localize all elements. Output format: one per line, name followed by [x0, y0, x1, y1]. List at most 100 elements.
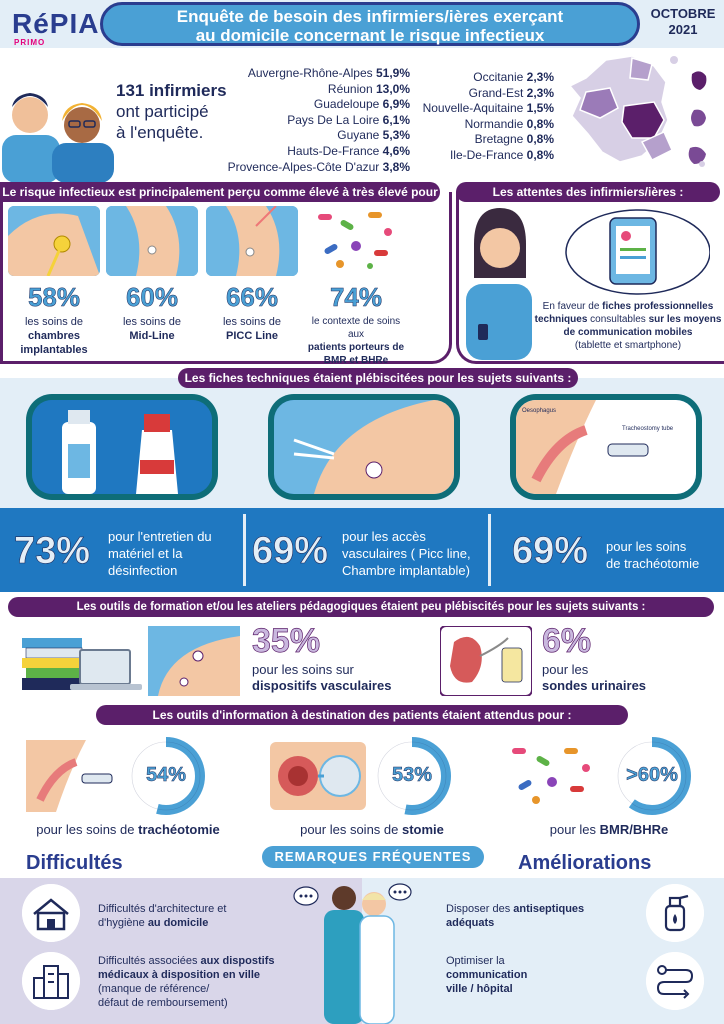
difficulte-architecture: Difficultés d'architecture et d'hygiène …	[98, 902, 278, 930]
attentes-text-d: sur les moyens de communication mobiles	[563, 314, 722, 338]
fiche-pct-desinfection: 73%	[14, 530, 91, 573]
date-label: OCTOBRE 2021	[646, 6, 720, 38]
fiche-label-tracheotomie: pour les soins de trachéotomie	[606, 538, 722, 572]
remark-bold: adéquats	[446, 917, 495, 929]
region-row: Grand-Est 2,3%	[410, 86, 554, 102]
risk-label-bold: chambres	[28, 330, 80, 342]
ameliorations-title: Améliorations	[518, 852, 652, 874]
region-name: Guadeloupe	[313, 97, 380, 112]
urinary-catheter-image	[440, 626, 532, 696]
participants-text: 131 infirmiers ont participé à l'enquête…	[116, 80, 236, 143]
nurse-with-phone-illustration	[466, 208, 532, 360]
risk-section-header: Le risque infectieux est principalement …	[0, 182, 440, 219]
region-value: 4,6%	[382, 143, 410, 158]
remark-bold: ville / hôpital	[446, 983, 513, 995]
attentes-text-b: fiches professionnelles techniques	[534, 301, 714, 325]
info-pct-bmr: >60%	[626, 764, 678, 787]
remark-line: Disposer des	[446, 903, 514, 915]
region-value: 5,3%	[382, 128, 410, 143]
risk-label-bold: BMR et BHRe	[323, 355, 389, 366]
risk-label-bold: patients porteurs de	[307, 342, 405, 353]
books-laptop-illustration	[22, 638, 142, 690]
risk-pct-midline: 60%	[125, 282, 179, 313]
region-value: 0,8%	[526, 147, 554, 162]
amelioration-communication: Optimiser la communication ville / hôpit…	[446, 954, 626, 996]
vascular-device-image	[148, 626, 240, 696]
title-line-1: Enquête de besoin des infirmiers/ières e…	[176, 7, 564, 26]
region-name: Ile-De-France	[449, 147, 524, 162]
fiche-divider	[488, 514, 491, 586]
formation-label-bold: dispositifs vasculaires	[252, 678, 392, 693]
bmr-info-image	[504, 740, 600, 812]
region-name: Normandie	[464, 116, 524, 131]
attentes-section-header: Les attentes des infirmiers/ières :	[456, 182, 720, 202]
donut-stomie	[373, 737, 451, 815]
info-label-prefix: pour les soins de	[300, 822, 402, 837]
date-year: 2021	[668, 22, 698, 37]
region-value: 51,9%	[375, 66, 410, 80]
remarques-header: REMARQUES FRÉQUENTES	[262, 846, 484, 868]
region-row: Ile-De-France 0,8%	[410, 148, 554, 164]
regions-list-right: Occitanie 2,3% Grand-Est 2,3% Nouvelle-A…	[410, 70, 554, 164]
region-row: Guadeloupe 6,9%	[210, 97, 410, 113]
difficulte-dispositifs: Difficultés associées aux dispostifs méd…	[98, 954, 288, 1010]
risk-label-picc: les soins de PICC Line	[200, 315, 304, 343]
communication-route-icon	[646, 952, 704, 1010]
risk-label-bmr: le contexte de soins aux patients porteu…	[304, 315, 408, 367]
fiches-bottom-band	[0, 508, 724, 592]
risk-label-bold: PICC Line	[226, 330, 278, 342]
risk-label-line: le contexte de soins aux	[311, 316, 401, 340]
risk-label-line: les soins de	[122, 316, 182, 328]
region-name: Pays De La Loire	[287, 112, 380, 127]
antiseptic-bottle-icon	[646, 884, 704, 942]
fiche-label-line: matériel et la	[108, 546, 183, 561]
remark-bold: au domicile	[147, 917, 209, 929]
region-name: Hauts-De-France	[287, 143, 380, 158]
info-label-bold: stomie	[402, 822, 444, 837]
info-label-stomie: pour les soins de stomie	[254, 822, 490, 837]
stomie-info-image	[270, 742, 366, 810]
donut-arc	[373, 737, 451, 815]
region-value: 6,9%	[382, 97, 410, 112]
formation-label-line: pour les	[542, 662, 589, 677]
oesophagus-label: Oesophagus	[522, 408, 556, 414]
formation-pct-vasculaires: 35%	[252, 622, 321, 661]
region-row: Occitanie 2,3%	[410, 70, 554, 86]
risk-label-bold: Mid-Line	[129, 330, 175, 342]
amelioration-antiseptiques: Disposer des antiseptiques adéquats	[446, 902, 626, 930]
remark-line: défaut de remboursement)	[98, 997, 228, 1009]
info-label-bold: trachéotomie	[138, 822, 220, 837]
remark-bold: antiseptiques	[513, 903, 585, 915]
risk-pct-chambres: 58%	[27, 282, 81, 313]
risk-label-line: les soins de	[222, 316, 282, 328]
fiche-label-vasculaires: pour les accès vasculaires ( Picc line, …	[342, 528, 486, 579]
tracheotomie-info-image	[26, 740, 122, 812]
participants-line-3: à l'enquête.	[116, 123, 204, 142]
region-name: Bretagne	[474, 132, 524, 147]
trach-tube-label: Tracheostomy tube	[622, 426, 674, 432]
participants-count: 131 infirmiers	[116, 81, 227, 100]
tracheotomie-image: Oesophagus Tracheostomy tube	[516, 400, 696, 494]
donut-bmr	[613, 737, 691, 815]
fiche-label-desinfection: pour l'entretien du matériel et la désin…	[108, 528, 242, 579]
formation-section-header: Les outils de formation et/ou les atelie…	[8, 597, 714, 617]
formation-label-sondes: pour les sondes urinaires	[542, 662, 692, 694]
formation-label-line: pour les soins sur	[252, 662, 354, 677]
formation-label-vasculaires: pour les soins sur dispositifs vasculair…	[252, 662, 432, 694]
fiche-card-desinfection	[26, 394, 218, 500]
picc-line-image	[206, 206, 298, 276]
mid-line-image	[106, 206, 198, 276]
region-value: 1,5%	[526, 101, 554, 116]
region-name: Auvergne-Rhône-Alpes	[247, 66, 373, 80]
region-value: 13,0%	[375, 81, 410, 96]
info-label-bold: BMR/BHRe	[599, 822, 669, 837]
attentes-text-e: (tablette et smartphone)	[574, 340, 682, 351]
formation-pct-sondes: 6%	[542, 622, 592, 661]
remark-line: Optimiser la	[446, 955, 505, 967]
info-label-bmr: pour les BMR/BHRe	[498, 822, 720, 837]
info-label-prefix: pour les	[549, 822, 600, 837]
formation-label-bold: sondes urinaires	[542, 678, 647, 693]
region-row: Normandie 0,8%	[410, 117, 554, 133]
fiche-card-vasculaires	[268, 394, 460, 500]
region-value: 0,8%	[526, 132, 554, 147]
